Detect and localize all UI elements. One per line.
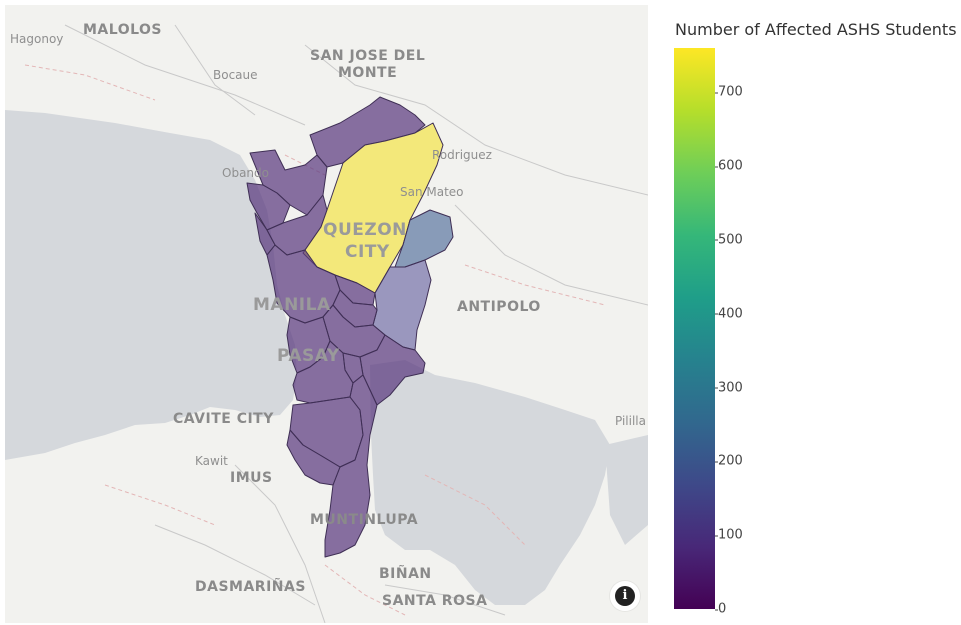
colorbar-tick: 500	[715, 232, 743, 248]
label-muntinlupa: MUNTINLUPA	[310, 512, 418, 528]
label-quezon-city-2: CITY	[345, 242, 390, 262]
label-obando: Obando	[222, 166, 269, 180]
colorbar-tick: 600	[715, 158, 743, 174]
region-marikina[interactable]	[394, 209, 454, 268]
region-bacoor-strip[interactable]	[286, 429, 341, 486]
colorbar-tick: 0	[714, 601, 727, 617]
city-polygons	[246, 96, 454, 558]
label-rodriguez: Rodriguez	[432, 148, 492, 162]
colorbar-tick: 100	[715, 527, 743, 543]
map-svg: Hagonoy MALOLOS SAN JOSE DEL MONTE Bocau…	[5, 5, 648, 623]
label-binan: BIÑAN	[379, 565, 432, 582]
colorbar-tick: 400	[715, 306, 743, 322]
label-dasmarinas: DASMARIÑAS	[195, 578, 306, 595]
label-pasay: PASAY	[277, 346, 340, 366]
manila-bay-water	[5, 110, 297, 460]
laguna-east-water	[605, 435, 648, 545]
label-kawit: Kawit	[195, 454, 228, 468]
label-quezon-city-1: QUEZON	[323, 220, 407, 240]
label-san-jose-del-monte-2: MONTE	[338, 65, 397, 81]
info-icon: i	[615, 586, 635, 606]
legend-title: Number of Affected ASHS Students	[675, 20, 957, 39]
region-caloocan-north[interactable]	[309, 96, 426, 168]
label-imus: IMUS	[230, 470, 273, 486]
label-antipolo: ANTIPOLO	[457, 299, 541, 315]
label-hagonoy: Hagonoy	[10, 32, 63, 46]
label-san-jose-del-monte-1: SAN JOSE DEL	[310, 48, 425, 64]
label-san-mateo: San Mateo	[400, 185, 464, 199]
road-lines	[64, 24, 648, 623]
map-canvas[interactable]: Hagonoy MALOLOS SAN JOSE DEL MONTE Bocau…	[5, 5, 648, 623]
colorbar-tick: 700	[715, 84, 743, 100]
label-manila: MANILA	[253, 295, 331, 315]
colorbar-tick: 300	[715, 380, 743, 396]
map-attribution-button[interactable]: i	[610, 581, 640, 611]
region-muntinlupa[interactable]	[324, 374, 378, 558]
colorbar-legend: Number of Affected ASHS Students 700 600 5…	[660, 10, 960, 620]
colorbar-tick: 200	[715, 453, 743, 469]
label-cavite-city: CAVITE CITY	[173, 411, 274, 427]
label-malolos: MALOLOS	[83, 22, 162, 38]
label-santa-rosa: SANTA ROSA	[382, 593, 487, 609]
colorbar-gradient	[674, 48, 715, 609]
label-pililla: Pililla	[615, 414, 646, 428]
laguna-de-bay-water	[370, 360, 610, 605]
label-bocaue: Bocaue	[213, 68, 258, 82]
